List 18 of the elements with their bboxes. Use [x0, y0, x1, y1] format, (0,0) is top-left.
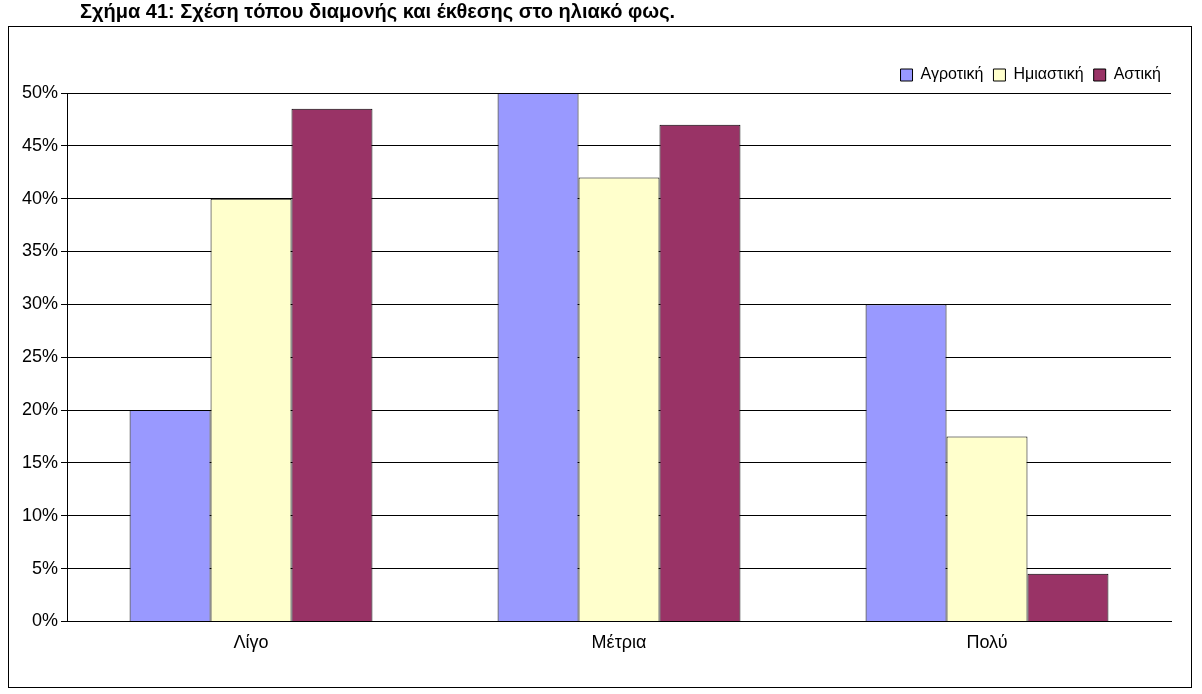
y-tick-label: 5% [32, 557, 59, 578]
legend-label: Ημιαστική [1013, 65, 1084, 83]
y-tick-label: 20% [22, 399, 59, 420]
x-tick-label: Λίγο [233, 632, 269, 653]
x-tick-label: Μέτρια [591, 632, 647, 653]
y-tick-label: 25% [22, 346, 59, 367]
y-tick-label: 0% [32, 610, 59, 631]
legend-label: Αγροτική [920, 65, 984, 83]
y-tick-label: 15% [22, 451, 59, 472]
legend-label: Αστική [1113, 65, 1162, 83]
y-tick-label: 10% [22, 504, 59, 525]
x-tick-label: Πολύ [966, 632, 1008, 653]
y-tick-label: 50% [22, 81, 59, 102]
y-tick-label: 40% [22, 187, 59, 208]
y-tick-label: 30% [22, 293, 59, 314]
y-tick-label: 45% [22, 134, 59, 155]
y-tick-label: 35% [22, 240, 59, 261]
chart-title: Σχήμα 41: Σχέση τόπου διαμονής και έκθεσης στο ηλιακό φως. [80, 0, 676, 23]
